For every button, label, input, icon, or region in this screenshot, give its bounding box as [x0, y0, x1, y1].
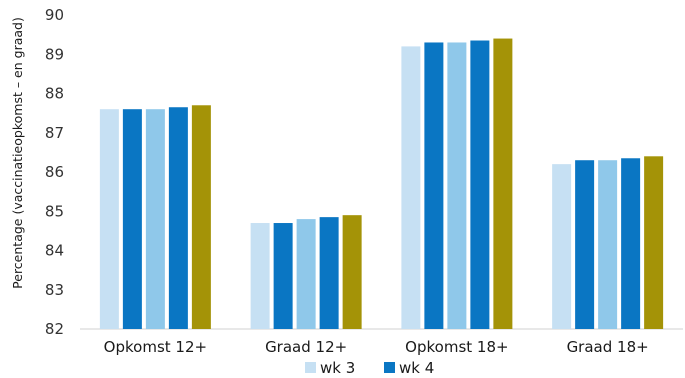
- bars-group: [99, 38, 664, 330]
- bar: [273, 223, 293, 329]
- bar: [296, 219, 316, 329]
- y-tick-label: 90: [45, 6, 64, 24]
- y-axis-ticks: 82 83 84 85 86 87 88 89 90: [45, 6, 64, 338]
- bar: [447, 42, 467, 329]
- y-tick-label: 87: [45, 124, 64, 142]
- y-tick-label: 89: [45, 45, 64, 63]
- legend-swatch: [384, 362, 395, 373]
- x-category-label: Graad 12+: [265, 338, 347, 356]
- y-tick-label: 82: [45, 320, 64, 338]
- bar: [424, 42, 444, 329]
- bar: [342, 215, 362, 329]
- category-labels: Opkomst 12+ Graad 12+ Opkomst 18+ Graad 18+: [104, 338, 649, 356]
- bar: [122, 109, 142, 329]
- legend: wk 3 wk 4: [305, 359, 434, 377]
- legend-label: wk 3: [320, 359, 355, 377]
- bar: [598, 160, 618, 329]
- bar: [575, 160, 595, 329]
- x-category-label: Opkomst 12+: [104, 338, 207, 356]
- bar: [470, 40, 490, 329]
- bar: [168, 107, 188, 329]
- bar: [191, 105, 211, 330]
- bar: [621, 158, 641, 329]
- bar: [145, 109, 165, 329]
- y-tick-label: 86: [45, 163, 64, 181]
- bar: [250, 223, 270, 329]
- y-tick-label: 85: [45, 202, 64, 220]
- y-axis-label: Percentage (vaccinatieopkomst – en graad…: [10, 17, 25, 289]
- bar: [644, 156, 664, 329]
- y-tick-label: 83: [45, 281, 64, 299]
- bar: [552, 164, 572, 329]
- bar: [401, 46, 421, 330]
- legend-label: wk 4: [399, 359, 434, 377]
- y-tick-label: 84: [45, 242, 64, 260]
- y-tick-label: 88: [45, 85, 64, 103]
- x-category-label: Graad 18+: [567, 338, 649, 356]
- x-category-label: Opkomst 18+: [405, 338, 508, 356]
- bar: [319, 217, 339, 329]
- bar: [493, 38, 513, 330]
- legend-swatch: [305, 362, 316, 373]
- bar: [99, 109, 119, 329]
